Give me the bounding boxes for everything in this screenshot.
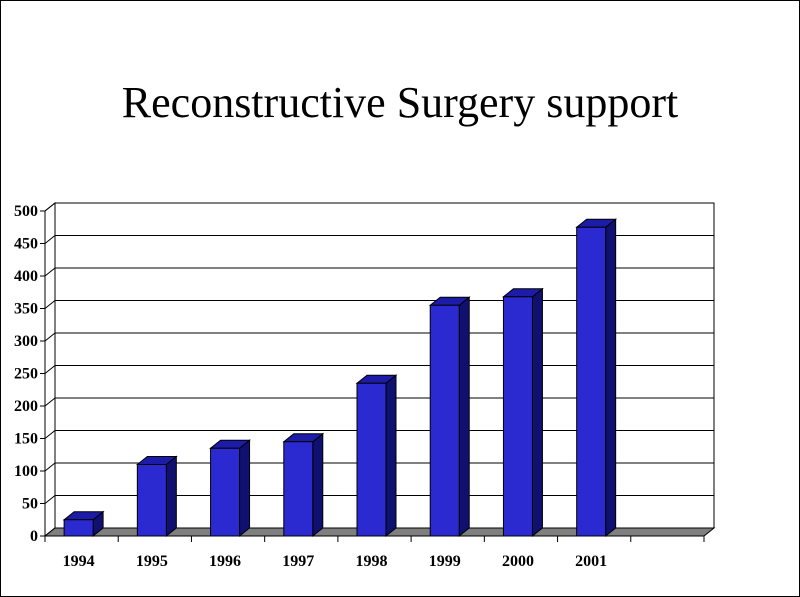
bar [136, 464, 167, 537]
bar-side [239, 439, 251, 538]
gridline-side [44, 332, 56, 342]
bar-side [605, 218, 617, 538]
y-tick-label: 50 [22, 496, 38, 513]
y-tick-label: 150 [14, 431, 38, 448]
x-tick-label: 2001 [575, 553, 607, 570]
bar [356, 382, 387, 537]
y-tick-label: 350 [14, 301, 38, 318]
y-tick-label: 200 [14, 398, 38, 415]
gridline-side [44, 202, 56, 212]
gridline-side [44, 267, 56, 277]
gridline-side [44, 462, 56, 472]
y-tick-label: 250 [14, 366, 38, 383]
bar-side [165, 455, 177, 538]
bar [429, 304, 460, 537]
bar [502, 296, 533, 537]
x-tick-label: 1994 [63, 553, 95, 570]
x-tick-label: 1995 [136, 553, 168, 570]
x-tick-label: 1997 [282, 553, 314, 570]
gridline-side [44, 365, 56, 374]
gridline-side [44, 397, 56, 407]
x-tick-label: 1999 [429, 553, 461, 570]
y-tick-label: 500 [14, 203, 38, 220]
chart-title: Reconstructive Surgery support [121, 78, 679, 127]
bar-side [312, 432, 324, 538]
y-tick-label: 0 [30, 528, 38, 545]
y-tick-label: 300 [14, 333, 38, 350]
bar-side [531, 287, 543, 538]
bar-side [458, 296, 470, 538]
y-tick-label: 450 [14, 236, 38, 253]
bar [576, 226, 607, 537]
bar [63, 519, 94, 537]
y-tick-label: 100 [14, 463, 38, 480]
x-tick-label: 1996 [209, 553, 241, 570]
x-tick-label: 1998 [356, 553, 388, 570]
gridline-side [44, 300, 56, 309]
gridline-side [44, 430, 56, 439]
gridline-side [44, 495, 56, 504]
bar-side [385, 374, 397, 538]
bar [210, 447, 241, 537]
gridline-side [44, 235, 56, 244]
x-tick-label: 2000 [502, 553, 534, 570]
y-tick-label: 400 [14, 268, 38, 285]
bar [283, 441, 314, 537]
